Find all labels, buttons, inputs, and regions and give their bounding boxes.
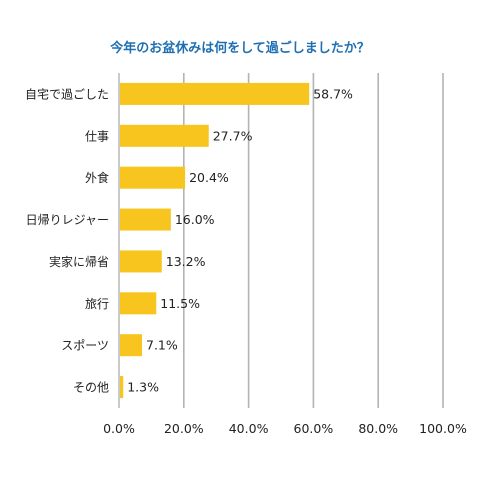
grid (118, 73, 444, 408)
x-tick-label: 40.0% (229, 421, 269, 436)
category-label: 仕事 (85, 129, 109, 143)
value-label: 1.3% (127, 380, 159, 395)
x-tick-label: 60.0% (294, 421, 334, 436)
bar (120, 376, 124, 399)
value-label: 16.0% (175, 212, 215, 227)
bar (120, 124, 209, 147)
category-label: 実家に帰省 (49, 254, 109, 269)
bar (120, 250, 162, 273)
bar (120, 208, 171, 231)
bar (120, 334, 143, 357)
value-label: 11.5% (160, 296, 200, 311)
value-label: 27.7% (213, 128, 253, 143)
x-tick-label: 80.0% (358, 421, 398, 436)
category-label: その他 (73, 381, 109, 395)
category-label: 自宅で過ごした (25, 86, 109, 101)
value-label: 13.2% (166, 254, 206, 269)
x-tick-label: 20.0% (164, 421, 204, 436)
bar (120, 166, 186, 189)
value-label: 20.4% (189, 170, 229, 185)
bar (120, 82, 310, 105)
x-tick-label: 0.0% (103, 421, 135, 436)
value-label: 58.7% (313, 86, 353, 101)
category-label: 日帰りレジャー (26, 213, 109, 227)
value-label: 7.1% (146, 338, 178, 353)
category-label: 外食 (85, 170, 109, 185)
value-labels: 58.7% 27.7% 20.4% 16.0% 13.2% 11.5% 7.1% 1.3% (127, 86, 353, 394)
category-label: スポーツ (61, 339, 109, 353)
x-tick-label: 100.0% (419, 421, 467, 436)
bar (120, 292, 157, 315)
category-label: 旅行 (85, 297, 109, 311)
chart-title: 今年のお盆休みは何をして過ごしましたか？ (109, 40, 370, 56)
x-tick-labels: 0.0% 20.0% 40.0% 60.0% 80.0% 100.0% (103, 421, 467, 436)
bars (120, 82, 310, 399)
